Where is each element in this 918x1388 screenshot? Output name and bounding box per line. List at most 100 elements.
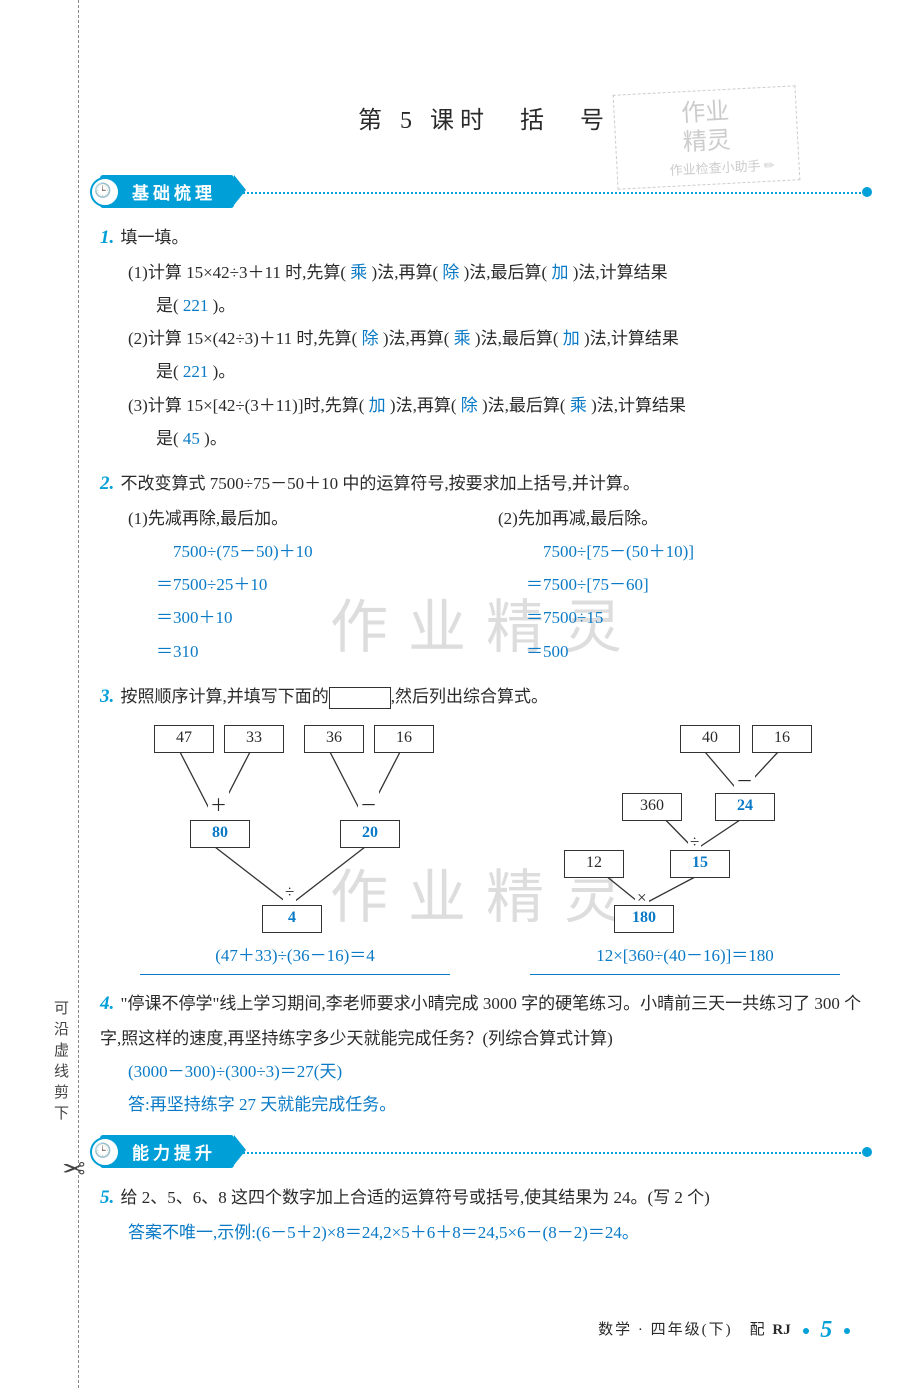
stem-text: )。: [208, 296, 235, 315]
section-header-ability: 🕒 能力提升: [100, 1135, 868, 1169]
stem-text: )法,计算结果: [580, 329, 679, 348]
section-tag: 🕒 基础梳理: [100, 175, 234, 208]
question-2: 2. 不改变算式 7500÷75－50＋10 中的运算符号,按要求加上括号,并计…: [100, 465, 868, 668]
result-node: 80: [190, 820, 250, 848]
node: 47: [154, 725, 214, 753]
q3-diagrams: 47 33 36 16 ＋ － 80 20 ÷ 4: [140, 725, 868, 935]
footer-dot-icon: [844, 1328, 850, 1334]
q2-p2-line: ＝500: [498, 635, 868, 668]
answer-blank: 乘: [570, 396, 587, 415]
stem-text: )法,计算结果: [587, 396, 686, 415]
q1-part2-line2: 是( 221 )。: [128, 355, 868, 388]
stamp-line: 精灵: [639, 124, 773, 160]
q2-p1-line: ＝310: [128, 635, 498, 668]
tree-diagram-1: 47 33 36 16 ＋ － 80 20 ÷ 4: [140, 725, 450, 935]
node: 12: [564, 850, 624, 878]
q1-part2: (2)计算 15×(42÷3)＋11 时,先算( 除 )法,再算( 乘 )法,最…: [100, 322, 868, 388]
answer-blank: 45: [183, 429, 200, 448]
q1-part1-line2: 是( 221 )。: [128, 289, 868, 322]
q4-answer-line: (3000－300)÷(300÷3)＝27(天): [100, 1055, 868, 1088]
answer-blank: 除: [461, 396, 478, 415]
qnum: 2.: [100, 473, 114, 494]
stem-text: 是(: [156, 429, 183, 448]
answer-blank: 除: [442, 263, 459, 282]
q1-part3-line2: 是( 45 )。: [128, 422, 868, 455]
perforation-label: 可沿虚线剪下: [50, 1000, 71, 1126]
stem-text: )法,再算(: [379, 329, 454, 348]
version-label: RJ: [772, 1322, 790, 1338]
section-label: 基础梳理: [132, 184, 216, 203]
stem-text: 是(: [156, 362, 183, 381]
q2-p2-line: 7500÷[75－(50＋10)]: [498, 535, 868, 568]
q4-stem: "停课不停学"线上学习期间,李老师要求小晴完成 3000 字的硬笔练习。小晴前三…: [100, 994, 861, 1048]
book-label: 数学 · 四年级(下) 配: [598, 1322, 772, 1338]
q4-answer-line: 答:再坚持练字 27 天就能完成任务。: [100, 1088, 868, 1121]
node: 40: [680, 725, 740, 753]
page-number: 5: [820, 1317, 832, 1343]
tree2-lines: [530, 725, 840, 935]
stem-text: (1)计算 15×42÷3＋11 时,先算(: [128, 263, 350, 282]
q2-p1-line: 7500÷(75－50)＋10: [128, 535, 498, 568]
tree-diagram-2: 40 16 － 360 24 ÷ 12 15 × 180: [530, 725, 840, 935]
stem-text: )。: [208, 362, 235, 381]
question-3: 3. 按照顺序计算,并填写下面的,然后列出综合算式。 47 33 36 16: [100, 678, 868, 975]
q5-stem: 给 2、5、6、8 这四个数字加上合适的运算符号或括号,使其结果为 24。(写 …: [121, 1188, 710, 1207]
q1-stem: 填一填。: [121, 228, 189, 247]
stem-text: )法,计算结果: [568, 263, 667, 282]
answer-blank: 加: [551, 263, 568, 282]
question-5: 5. 给 2、5、6、8 这四个数字加上合适的运算符号或括号,使其结果为 24。…: [100, 1179, 868, 1249]
stem-text: )法,再算(: [367, 263, 442, 282]
q3-stem-b: ,然后列出综合算式。: [391, 687, 548, 706]
q2-stem: 不改变算式 7500÷75－50＋10 中的运算符号,按要求加上括号,并计算。: [121, 474, 640, 493]
footer-dot-icon: [803, 1328, 809, 1334]
node: 16: [374, 725, 434, 753]
qnum: 5.: [100, 1187, 114, 1208]
answer-blank: 221: [183, 362, 209, 381]
question-1: 1. 填一填。 (1)计算 15×42÷3＋11 时,先算( 乘 )法,再算( …: [100, 219, 868, 455]
q2-p2-line: ＝7500÷[75－60]: [498, 568, 868, 601]
page-footer: 数学 · 四年级(下) 配 RJ 5: [598, 1317, 858, 1344]
blank-box-icon: [329, 687, 391, 709]
q3-stem: 按照顺序计算,并填写下面的,然后列出综合算式。: [121, 687, 549, 706]
qnum: 3.: [100, 686, 114, 707]
qnum: 4.: [100, 993, 114, 1014]
result-node: 15: [670, 850, 730, 878]
q2-p1-line: ＝300＋10: [128, 601, 498, 634]
stem-text: )法,最后算(: [478, 396, 570, 415]
result-node: 4: [262, 905, 322, 933]
node: 360: [622, 793, 682, 821]
clock-icon: 🕒: [90, 177, 120, 207]
q3-tree1-eq: (47＋33)÷(36－16)＝4: [140, 939, 450, 975]
result-node: 24: [715, 793, 775, 821]
op: ÷: [283, 875, 296, 908]
q2-p2-line: ＝7500÷15: [498, 601, 868, 634]
result-node: 20: [340, 820, 400, 848]
section-tag: 🕒 能力提升: [100, 1135, 234, 1168]
stem-text: )法,再算(: [386, 396, 461, 415]
worksheet-page: 可沿虚线剪下 ✂ 作业精灵 作业精灵 第 5 课时 括 号 作业 精灵 作业检查…: [0, 0, 918, 1388]
stem-text: )法,最后算(: [471, 329, 563, 348]
q2-columns: (1)先减再除,最后加。 7500÷(75－50)＋10 ＝7500÷25＋10…: [100, 502, 868, 668]
clock-icon: 🕒: [90, 1137, 120, 1167]
node: 16: [752, 725, 812, 753]
op: ＋: [208, 789, 229, 822]
section-label: 能力提升: [132, 1144, 216, 1163]
q5-answer: 答案不唯一,示例:(6－5＋2)×8＝24,2×5＋6＋8＝24,5×6－(8－…: [100, 1216, 868, 1249]
stem-text: (2)计算 15×(42÷3)＋11 时,先算(: [128, 329, 362, 348]
q2-p2-title: (2)先加再减,最后除。: [498, 502, 868, 535]
question-4: 4. "停课不停学"线上学习期间,李老师要求小晴完成 3000 字的硬笔练习。小…: [100, 985, 868, 1121]
q2-p1-title: (1)先减再除,最后加。: [128, 502, 498, 535]
answer-blank: 除: [362, 329, 379, 348]
node: 36: [304, 725, 364, 753]
section-header-basic: 🕒 基础梳理: [100, 175, 868, 209]
answer-blank: 加: [369, 396, 386, 415]
stem-text: )。: [200, 429, 227, 448]
stem-text: 是(: [156, 296, 183, 315]
qnum: 1.: [100, 227, 114, 248]
q2-p1-line: ＝7500÷25＋10: [128, 568, 498, 601]
answer-blank: 221: [183, 296, 209, 315]
stem-text: )法,最后算(: [459, 263, 551, 282]
scissors-icon: ✂: [62, 1150, 85, 1184]
stem-text: (3)计算 15×[42÷(3＋11)]时,先算(: [128, 396, 369, 415]
q2-col1: (1)先减再除,最后加。 7500÷(75－50)＋10 ＝7500÷25＋10…: [128, 502, 498, 668]
